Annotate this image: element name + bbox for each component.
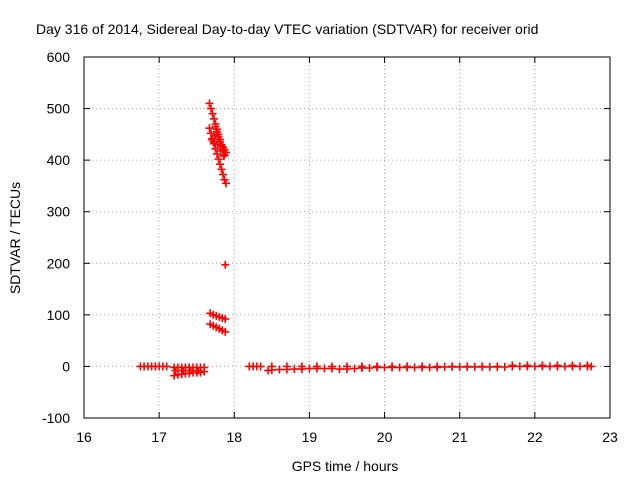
data-point — [343, 362, 351, 371]
y-tick-label: 100 — [47, 307, 71, 323]
y-tick-label: 200 — [47, 255, 71, 271]
data-point — [275, 365, 284, 374]
data-point — [210, 131, 219, 140]
data-point — [213, 140, 222, 149]
data-point — [216, 146, 225, 155]
data-point — [373, 362, 382, 371]
data-point — [587, 362, 596, 371]
data-point — [455, 362, 464, 371]
chart-title: Day 316 of 2014, Sidereal Day-to-day VTE… — [36, 21, 538, 37]
data-point — [214, 155, 223, 164]
data-point — [209, 114, 218, 123]
data-point — [179, 366, 188, 375]
x-tick-label: 19 — [302, 429, 318, 445]
data-point — [256, 362, 265, 371]
data-point — [515, 362, 524, 371]
data-point — [171, 366, 180, 375]
data-point — [297, 362, 306, 371]
data-point — [221, 260, 230, 269]
data-point — [186, 366, 195, 375]
data-point — [312, 362, 321, 371]
data-point — [358, 362, 367, 371]
y-axis-label: SDTVAR / TECUs — [7, 182, 23, 294]
data-point — [220, 175, 229, 184]
data-point — [162, 362, 171, 371]
data-point — [221, 314, 230, 323]
data-point — [170, 371, 179, 380]
data-point — [425, 363, 434, 372]
data-point — [380, 363, 389, 372]
y-tick-label: 600 — [47, 49, 71, 65]
data-point — [211, 144, 220, 153]
data-point — [530, 362, 539, 371]
data-point — [433, 362, 442, 371]
data-point — [335, 365, 344, 374]
data-point — [508, 361, 517, 370]
data-point — [545, 362, 554, 371]
data-point — [493, 362, 502, 371]
data-point — [403, 362, 412, 371]
data-point — [205, 99, 214, 108]
plot-frame — [83, 56, 611, 419]
x-tick-label: 20 — [377, 429, 393, 445]
data-point — [485, 362, 494, 371]
data-point — [222, 179, 231, 188]
data-point — [365, 363, 374, 372]
y-tick-label: 0 — [62, 358, 70, 374]
x-tick-label: 23 — [602, 429, 618, 445]
data-point — [523, 361, 532, 370]
x-tick-label: 16 — [76, 429, 92, 445]
data-point — [267, 362, 276, 371]
data-point — [194, 366, 203, 375]
data-point — [463, 362, 472, 371]
data-point — [208, 109, 217, 118]
data-point — [538, 361, 547, 370]
data-point — [478, 362, 487, 371]
data-point — [320, 364, 329, 373]
data-point — [221, 327, 230, 336]
data-point — [209, 137, 218, 146]
y-tick-label: 300 — [47, 204, 71, 220]
data-point — [395, 363, 404, 372]
data-point — [205, 124, 214, 133]
data-point — [206, 104, 215, 113]
data-point — [290, 365, 299, 374]
grid-lines — [84, 57, 610, 418]
data-point — [568, 361, 577, 370]
x-tick-label: 21 — [452, 429, 468, 445]
x-axis-label: GPS time / hours — [292, 458, 399, 474]
data-points — [136, 99, 596, 380]
x-tick-label: 18 — [226, 429, 242, 445]
data-point — [470, 362, 479, 371]
data-point — [350, 364, 359, 373]
data-point — [282, 362, 291, 371]
data-point — [500, 362, 509, 371]
data-point — [219, 152, 228, 161]
y-tick-label: -100 — [42, 410, 70, 426]
data-point — [418, 362, 427, 371]
data-point — [410, 363, 419, 372]
data-point — [305, 364, 314, 373]
data-point — [217, 165, 226, 174]
data-point — [327, 362, 336, 371]
data-point — [200, 363, 209, 372]
data-point — [583, 361, 592, 370]
data-point — [216, 160, 225, 169]
axes: 16 17 18 19 20 21 22 23 -100 0 100 200 300 400 500 600 — [42, 49, 618, 445]
data-point — [440, 362, 449, 371]
data-point — [214, 132, 223, 141]
x-tick-label: 17 — [151, 429, 167, 445]
data-point — [388, 362, 397, 371]
data-point — [553, 361, 562, 370]
data-point — [575, 362, 584, 371]
data-point — [448, 362, 457, 371]
data-point — [560, 362, 569, 371]
y-tick-label: 400 — [47, 152, 71, 168]
data-point — [219, 170, 228, 179]
y-tick-label: 500 — [47, 101, 71, 117]
x-tick-label: 22 — [527, 429, 543, 445]
data-point — [211, 122, 220, 131]
